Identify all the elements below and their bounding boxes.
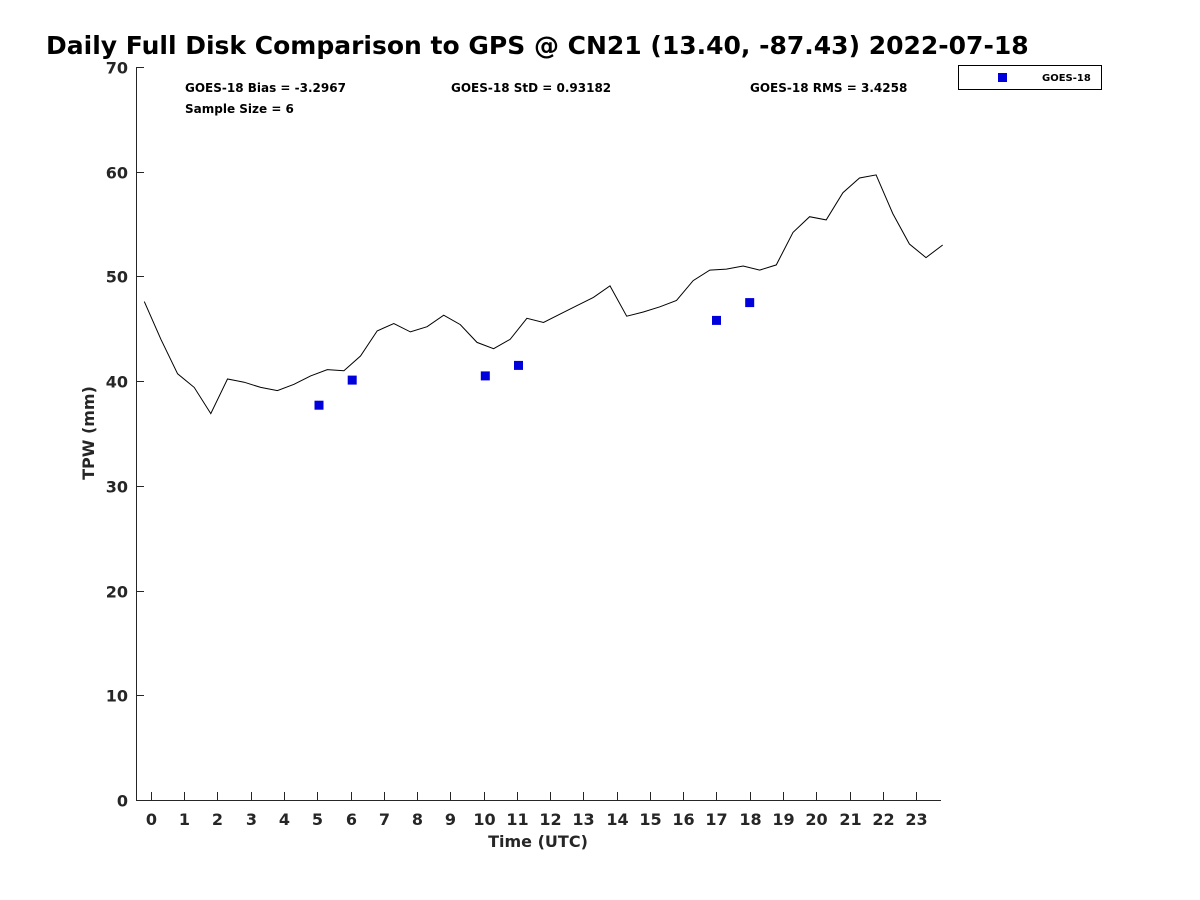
x-tick-label: 12 <box>539 810 561 829</box>
goes-18-point <box>314 400 324 410</box>
legend-box <box>958 65 1102 90</box>
y-tick-label: 50 <box>106 268 128 287</box>
x-tick-label: 10 <box>473 810 495 829</box>
x-tick-label: 19 <box>772 810 794 829</box>
chart-title: Daily Full Disk Comparison to GPS @ CN21… <box>46 31 1029 60</box>
series-layer <box>143 174 944 415</box>
y-tick-label: 0 <box>117 792 128 811</box>
y-tick-label: 10 <box>106 687 128 706</box>
sample-size-stat: Sample Size = 6 <box>185 102 294 116</box>
x-tick-label: 2 <box>212 810 223 829</box>
x-tick-label: 13 <box>572 810 594 829</box>
goes-18-point <box>480 371 490 381</box>
x-tick-label: 3 <box>246 810 257 829</box>
rms-stat: GOES-18 RMS = 3.4258 <box>750 81 907 95</box>
y-tick-label: 30 <box>106 478 128 497</box>
x-tick-label: 5 <box>312 810 323 829</box>
legend-marker-goes-18 <box>998 73 1007 82</box>
y-tick-label: 40 <box>106 373 128 392</box>
y-tick-label: 20 <box>106 583 128 602</box>
x-tick-label: 23 <box>905 810 927 829</box>
goes-18-point <box>712 315 721 325</box>
x-tick-label: 6 <box>346 810 357 829</box>
x-tick-label: 4 <box>279 810 290 829</box>
x-tick-label: 14 <box>606 810 628 829</box>
x-tick-label: 9 <box>445 810 456 829</box>
x-tick-label: 11 <box>506 810 528 829</box>
x-ticks: 0 1 2 3 4 5 6 7 8 9 10 11 12 13 14 15 16 17 18 19 20 21 22 23 <box>146 792 928 829</box>
y-tick-label: 70 <box>106 59 128 78</box>
x-tick-label: 8 <box>412 810 423 829</box>
x-axis-label: Time (UTC) <box>488 832 588 851</box>
x-tick-label: 18 <box>739 810 761 829</box>
goes-18-point <box>347 375 357 385</box>
goes-18-point <box>514 360 523 370</box>
std-stat: GOES-18 StD = 0.93182 <box>451 81 611 95</box>
x-tick-label: 21 <box>839 810 861 829</box>
legend-label-goes-18: GOES-18 <box>1042 73 1091 84</box>
gps-line <box>143 174 944 415</box>
x-tick-label: 22 <box>872 810 894 829</box>
x-tick-label: 15 <box>639 810 661 829</box>
x-tick-label: 17 <box>705 810 727 829</box>
bias-stat: GOES-18 Bias = -3.2967 <box>185 81 346 95</box>
x-tick-label: 0 <box>146 810 157 829</box>
y-ticks: 0 10 20 30 40 50 60 70 <box>106 59 144 811</box>
x-tick-label: 16 <box>672 810 694 829</box>
x-tick-label: 7 <box>379 810 390 829</box>
y-axis-label: TPW (mm) <box>79 386 98 480</box>
goes-18-point <box>745 298 755 308</box>
x-tick-label: 1 <box>179 810 190 829</box>
x-tick-label: 20 <box>805 810 827 829</box>
y-tick-label: 60 <box>106 164 128 183</box>
legend: GOES-18 <box>958 65 1102 90</box>
